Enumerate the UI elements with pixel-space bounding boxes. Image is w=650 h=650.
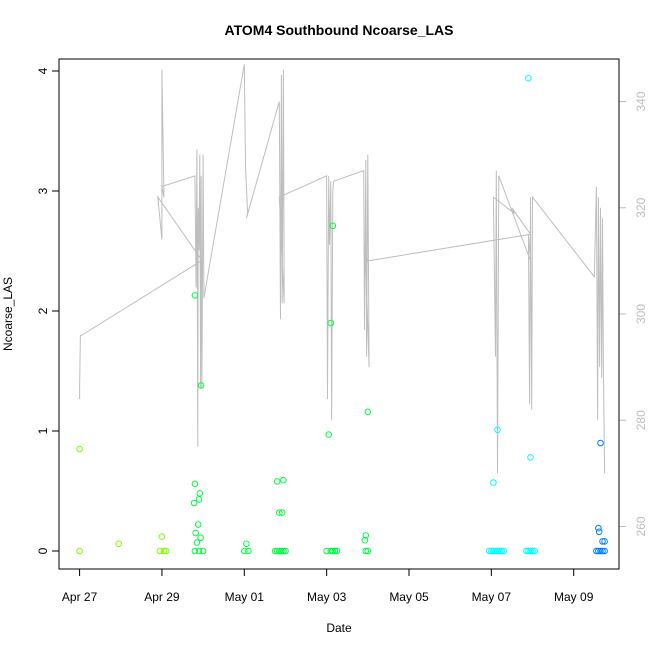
point-series [76,74,608,555]
data-point [278,547,285,555]
data-point [599,547,606,555]
data-point [280,547,287,555]
y2-tick-label: 300 [634,304,648,324]
data-point [196,490,204,497]
data-point [197,382,205,389]
y-axis-label: Ncoarse_LAS [1,277,15,351]
line-series [79,64,606,474]
y-tick-label: 4 [36,67,50,74]
data-point [323,547,330,555]
data-point [76,547,83,555]
data-point [199,547,207,555]
data-point [160,547,168,555]
data-point [329,222,337,230]
data-point [243,540,250,548]
data-point [500,547,508,555]
x-tick-label: Apr 27 [62,590,98,604]
data-point [162,547,170,555]
data-point [496,547,503,555]
y2-tick-label: 280 [634,410,648,430]
data-point [197,534,204,542]
data-point [76,445,83,453]
data-point [271,547,279,555]
series-line [79,64,606,474]
data-point [115,540,122,548]
data-point [156,547,164,555]
x-tick-label: May 03 [307,590,347,604]
y2-tick-label: 320 [634,197,648,217]
data-point [364,408,372,416]
axes: Apr 27 Apr 29 May 01 May 03 May 05 May 07 May … [36,67,648,604]
data-point [282,547,289,555]
data-point [327,319,335,327]
data-point [191,547,199,555]
data-point [494,426,501,434]
data-point [190,499,198,507]
data-point [280,476,287,484]
y-tick-label: 0 [36,547,50,554]
y-tick-label: 2 [36,307,50,314]
data-point [527,547,534,555]
data-point [601,538,608,545]
y-tick-label: 3 [36,187,50,194]
data-point [276,547,283,555]
data-point [595,547,602,555]
data-point [529,547,536,555]
data-point [273,547,281,555]
x-tick-label: May 05 [389,590,429,604]
data-point [525,74,532,82]
data-point [195,547,203,555]
y-tick-label: 1 [36,427,50,434]
data-point [191,292,199,299]
x-axis-label: Date [326,621,352,635]
data-point [273,478,281,485]
data-point [276,509,283,516]
data-point [597,547,604,555]
data-point [361,536,369,544]
data-point [191,480,199,488]
data-point [525,547,532,555]
data-point [601,547,608,555]
data-point [158,533,166,540]
data-point [494,547,501,555]
x-tick-label: May 09 [554,590,594,604]
y2-tick-label: 260 [634,516,648,536]
data-point [498,547,505,555]
data-point [486,547,493,555]
data-point [490,547,497,555]
data-point [333,547,341,555]
data-point [362,547,370,555]
data-point [195,496,203,503]
data-point [595,528,603,536]
chart-title: ATOM4 Southbound Ncoarse_LAS [225,22,454,38]
data-point [531,547,538,555]
data-point [595,524,602,532]
data-point [364,547,372,555]
data-point [490,479,497,486]
x-tick-label: Apr 29 [144,590,180,604]
data-point [325,431,333,438]
x-tick-label: May 07 [472,590,512,604]
y2-tick-label: 340 [634,91,648,111]
data-point [241,547,248,555]
data-point [527,454,534,461]
data-point [599,538,606,545]
data-point [329,547,337,555]
data-point [278,509,286,516]
x-tick-label: May 01 [225,590,265,604]
plot-frame [58,58,620,570]
data-point [193,539,201,546]
data-point [245,547,252,555]
data-point [192,529,199,537]
data-point [362,532,370,539]
data-point [331,547,339,555]
data-point [597,439,604,447]
data-point [194,521,202,528]
